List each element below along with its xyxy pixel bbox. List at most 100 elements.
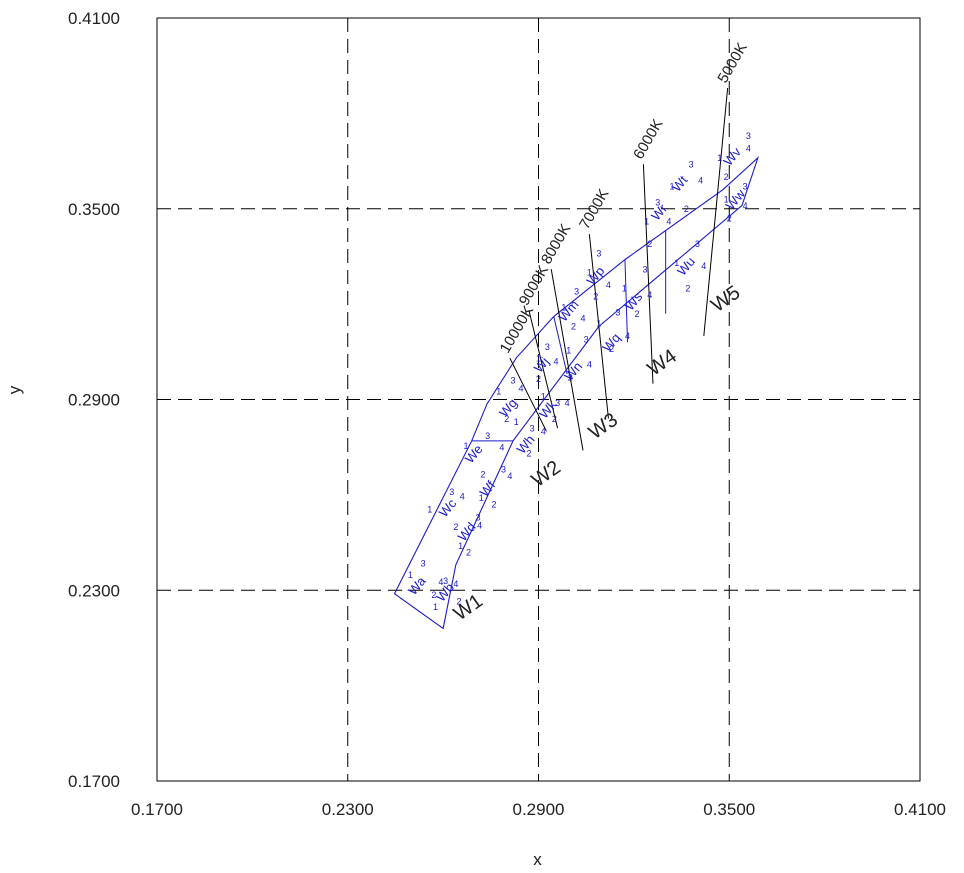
bin-boundary bbox=[624, 259, 629, 343]
sub-region-label: 2 bbox=[504, 414, 509, 424]
sub-region-label: 3 bbox=[545, 342, 550, 352]
sub-region-label: 2 bbox=[685, 283, 690, 293]
cct-label: 9000K bbox=[516, 262, 552, 308]
sub-region-label: 4 bbox=[553, 357, 558, 367]
bin-label: W3 bbox=[585, 409, 622, 444]
sub-region-label: 4 bbox=[507, 471, 512, 481]
sub-region-label: 1 bbox=[433, 602, 438, 612]
sub-region-label: 2 bbox=[480, 469, 485, 479]
sub-region-label: 1 bbox=[496, 387, 501, 397]
cct-line bbox=[588, 234, 609, 419]
cct-line bbox=[528, 310, 559, 429]
sub-region-label: 4 bbox=[460, 492, 465, 502]
sub-region-label: 4 bbox=[606, 280, 611, 290]
sub-region-label: 3 bbox=[421, 559, 426, 569]
region-label: Wc bbox=[436, 495, 460, 519]
bin-label: W1 bbox=[450, 590, 487, 625]
sub-region-label: 4 bbox=[453, 579, 458, 589]
sub-region-label: 3 bbox=[615, 307, 620, 317]
sub-region-label: 3 bbox=[596, 248, 601, 258]
sub-region-label: 2 bbox=[568, 372, 573, 382]
sub-region-label: 3 bbox=[574, 287, 579, 297]
sub-region-label: 1 bbox=[514, 417, 519, 427]
sub-region-label: 3 bbox=[695, 239, 700, 249]
x-tick-label: 0.3500 bbox=[703, 800, 755, 819]
sub-region-label: 1 bbox=[561, 302, 566, 312]
sub-region-label: 4 bbox=[743, 201, 748, 211]
sub-region-label: 4 bbox=[647, 290, 652, 300]
sub-region-label: 1 bbox=[596, 318, 601, 328]
sub-region-label: 4 bbox=[701, 261, 706, 271]
sub-region-label: 2 bbox=[453, 522, 458, 532]
sub-region-label: 1 bbox=[464, 441, 469, 451]
sub-region-label: 1 bbox=[717, 153, 722, 163]
sub-region-label: 3 bbox=[485, 431, 490, 441]
y-tick-label: 0.3500 bbox=[68, 200, 120, 219]
sub-region-label: 1 bbox=[566, 345, 571, 355]
sub-region-label: 4 bbox=[438, 577, 443, 587]
region-label: Wv bbox=[720, 144, 744, 168]
sub-region-label: 2 bbox=[457, 597, 462, 607]
cct-line bbox=[550, 269, 584, 451]
sub-region-label: 4 bbox=[565, 398, 570, 408]
sub-region-label: 3 bbox=[530, 423, 535, 433]
x-tick-label: 0.1700 bbox=[131, 800, 183, 819]
sub-region-label: 2 bbox=[552, 414, 557, 424]
sub-region-label: 2 bbox=[684, 204, 689, 214]
sub-region-label: 2 bbox=[466, 547, 471, 557]
sub-region-label: 1 bbox=[536, 353, 541, 363]
sub-region-label: 2 bbox=[724, 172, 729, 182]
cct-line bbox=[509, 357, 547, 432]
sub-region-label: 4 bbox=[587, 360, 592, 370]
sub-region-label: 4 bbox=[519, 384, 524, 394]
x-tick-label: 0.4100 bbox=[894, 800, 946, 819]
sub-region-label: 2 bbox=[609, 344, 614, 354]
bin-outline bbox=[393, 156, 760, 630]
sub-region-label: 2 bbox=[635, 309, 640, 319]
sub-region-label: 1 bbox=[724, 194, 729, 204]
sub-region-label: 1 bbox=[427, 504, 432, 514]
sub-region-label: 4 bbox=[581, 314, 586, 324]
sub-region-label: 1 bbox=[541, 392, 546, 402]
sub-region-label: 3 bbox=[511, 376, 516, 386]
sub-region-label: 3 bbox=[584, 334, 589, 344]
sub-region-label: 1 bbox=[622, 283, 627, 293]
y-tick-label: 0.2300 bbox=[68, 581, 120, 600]
bin-label: W5 bbox=[707, 282, 744, 317]
sub-region-label: 3 bbox=[743, 182, 748, 192]
sub-region-label: 1 bbox=[408, 570, 413, 580]
y-tick-label: 0.4100 bbox=[68, 9, 120, 28]
cct-label: 5000K bbox=[714, 40, 750, 86]
sub-region-label: 3 bbox=[746, 131, 751, 141]
sub-region-label: 1 bbox=[587, 268, 592, 278]
sub-region-label: 1 bbox=[458, 541, 463, 551]
sub-region-label: 4 bbox=[698, 175, 703, 185]
y-tick-label: 0.1700 bbox=[68, 772, 120, 791]
sub-region-label: 1 bbox=[674, 258, 679, 268]
cct-label: 6000K bbox=[630, 116, 666, 162]
region-label: Wm bbox=[555, 297, 581, 324]
sub-region-label: 3 bbox=[655, 198, 660, 208]
grid-lines bbox=[157, 18, 920, 781]
sub-region-label: 2 bbox=[571, 322, 576, 332]
region-label: Wj bbox=[531, 354, 552, 375]
sub-region-label: 1 bbox=[644, 217, 649, 227]
axis-ticks: 0.1700 0.2300 0.2900 0.3500 0.4100 0.1700 0.23… bbox=[68, 9, 946, 819]
cct-label: 10000K bbox=[497, 303, 538, 356]
bin-label: W4 bbox=[644, 345, 681, 380]
sub-region-label: 2 bbox=[536, 374, 541, 384]
y-axis-label: y bbox=[5, 385, 24, 394]
sub-region-label: 1 bbox=[670, 182, 675, 192]
sub-region-label: 1 bbox=[479, 493, 484, 503]
y-tick-label: 0.2900 bbox=[68, 391, 120, 410]
cct-line bbox=[703, 87, 729, 336]
sub-region-label: 3 bbox=[501, 465, 506, 475]
sub-region-label: 3 bbox=[476, 512, 481, 522]
sub-region-label: 2 bbox=[647, 239, 652, 249]
bin-regions bbox=[393, 156, 760, 630]
sub-region-label: 3 bbox=[449, 487, 454, 497]
bin-boundary bbox=[553, 316, 568, 375]
